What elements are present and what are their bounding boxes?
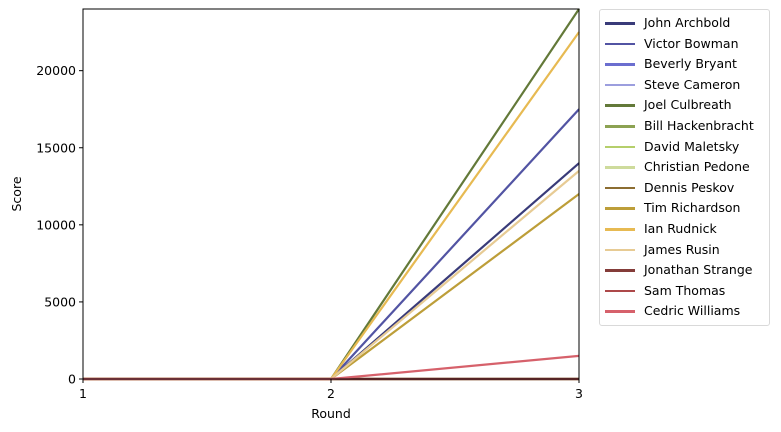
legend-item: Beverly Bryant	[600, 54, 769, 74]
legend-swatch	[605, 166, 635, 169]
legend-label: Christian Pedone	[644, 159, 750, 175]
legend-swatch	[605, 104, 635, 107]
y-tick-label: 20000	[36, 63, 76, 78]
legend-label: Steve Cameron	[644, 76, 741, 92]
legend-item: David Maletsky	[600, 137, 769, 157]
y-axis-label: Score	[9, 176, 24, 211]
legend-swatch	[605, 42, 635, 46]
axes-frame	[82, 8, 580, 380]
x-tick-label: 1	[79, 386, 87, 401]
x-axis-ticks: 1 2 3	[79, 379, 583, 401]
legend-item: Joel Culbreath	[600, 95, 769, 115]
series-line-10	[83, 31, 580, 381]
legend-label: David Maletsky	[644, 138, 740, 154]
legend: John Archbold Victor Bowman Beverly Bryant…	[599, 9, 770, 326]
legend-item: Christian Pedone	[600, 157, 769, 177]
legend-item: John Archbold	[600, 13, 769, 33]
legend-item: Steve Cameron	[600, 75, 769, 95]
x-tick-label: 2	[327, 386, 335, 401]
legend-label: Cedric Williams	[644, 303, 741, 319]
legend-label: Dennis Peskov	[644, 179, 735, 195]
legend-label: Victor Bowman	[644, 35, 739, 51]
legend-label: Sam Thomas	[644, 282, 726, 298]
series-line-4	[83, 8, 580, 381]
legend-item: Bill Hackenbracht	[600, 116, 769, 136]
series-line-14	[83, 354, 580, 381]
legend-swatch	[605, 207, 635, 210]
legend-swatch	[605, 186, 635, 190]
legend-swatch	[605, 228, 635, 231]
legend-label: Tim Richardson	[644, 200, 741, 216]
legend-swatch	[605, 125, 635, 128]
legend-swatch	[605, 83, 635, 87]
legend-swatch	[605, 289, 635, 293]
legend-label: Ian Rudnick	[644, 221, 717, 236]
legend-label: Jonathan Strange	[644, 262, 753, 278]
plot-lines	[83, 8, 580, 381]
legend-swatch	[605, 248, 635, 252]
y-tick-label: 10000	[36, 217, 76, 232]
series-line-11	[83, 170, 580, 381]
series-line-9	[83, 193, 580, 381]
legend-swatch	[605, 63, 635, 66]
legend-item: James Rusin	[600, 240, 769, 260]
legend-label: Bill Hackenbracht	[644, 118, 754, 133]
y-tick-label: 0	[68, 372, 76, 387]
legend-label: James Rusin	[644, 241, 720, 257]
y-tick-label: 15000	[36, 140, 76, 155]
legend-swatch	[605, 22, 635, 25]
legend-label: John Archbold	[644, 15, 731, 30]
legend-item: Tim Richardson	[600, 198, 769, 218]
legend-item: Victor Bowman	[600, 34, 769, 54]
legend-item: Jonathan Strange	[600, 260, 769, 280]
legend-item: Dennis Peskov	[600, 178, 769, 198]
series-line-1	[83, 108, 580, 381]
y-axis-ticks: 0 5000 10000 15000 20000	[36, 63, 83, 387]
legend-swatch	[605, 269, 635, 272]
x-tick-label: 3	[575, 386, 583, 401]
legend-swatch	[605, 145, 635, 149]
legend-swatch	[605, 310, 635, 313]
legend-label: Joel Culbreath	[644, 97, 732, 113]
legend-item: Ian Rudnick	[600, 219, 769, 239]
legend-label: Beverly Bryant	[644, 56, 737, 72]
y-tick-label: 5000	[44, 294, 76, 309]
legend-item: Sam Thomas	[600, 281, 769, 301]
series-line-0	[83, 162, 580, 381]
legend-item: Cedric Williams	[600, 301, 769, 321]
x-axis-label: Round	[311, 406, 351, 421]
